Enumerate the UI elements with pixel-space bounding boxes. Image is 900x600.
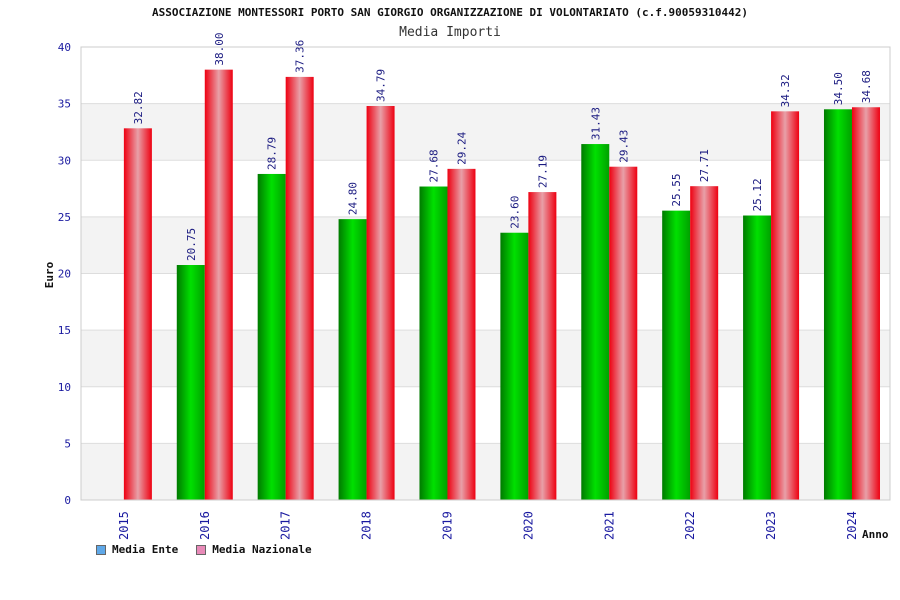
bar-ente-2016 (176, 265, 205, 500)
legend-item-media-nazionale: Media Nazionale (196, 543, 312, 556)
grid-band (81, 47, 890, 104)
bar-nazionale-2015 (123, 128, 152, 500)
chart-subtitle: Media Importi (399, 25, 501, 40)
x-tick-label: 2015 (117, 511, 131, 540)
bar-nazionale-2017 (285, 76, 314, 500)
data-label: 34.68 (860, 70, 873, 103)
bar-ente-2022 (662, 210, 691, 501)
data-label: 27.19 (536, 155, 549, 188)
bar-ente-2017 (257, 173, 286, 500)
data-label: 27.71 (698, 149, 711, 182)
x-tick-label: 2023 (764, 511, 778, 540)
x-tick-label: 2017 (279, 511, 293, 540)
bar-ente-2023 (743, 215, 772, 501)
y-tick-label: 5 (64, 437, 71, 450)
bar-nazionale-2022 (690, 186, 719, 500)
chart-title: ASSOCIAZIONE MONTESSORI PORTO SAN GIORGI… (151, 6, 749, 19)
bar-ente-2019 (419, 186, 448, 501)
data-label: 27.68 (427, 149, 440, 182)
bar-nazionale-2018 (366, 106, 395, 501)
grid-band (81, 103, 890, 161)
y-tick-label: 20 (58, 268, 71, 281)
plot-border (80, 46, 891, 501)
data-label: 31.43 (589, 107, 602, 140)
x-tick-label: 2018 (360, 511, 374, 540)
data-label: 34.79 (375, 69, 388, 102)
y-tick-label: 35 (58, 98, 71, 111)
bar-nazionale-2024 (851, 107, 880, 501)
x-tick-label: 2022 (683, 511, 697, 540)
data-label: 25.55 (670, 174, 683, 207)
y-tick-label: 40 (58, 41, 71, 54)
data-label: 20.75 (185, 228, 198, 261)
y-tick-label: 0 (64, 494, 71, 507)
data-label: 32.82 (132, 91, 145, 124)
y-tick-label: 25 (58, 211, 71, 224)
data-label: 25.12 (751, 178, 764, 211)
x-tick-label: 2019 (440, 511, 454, 540)
legend-label-media-nazionale: Media Nazionale (212, 543, 312, 556)
bar-nazionale-2021 (609, 166, 638, 500)
grid-band (81, 160, 890, 217)
data-label: 23.60 (508, 196, 521, 229)
data-label: 38.00 (213, 33, 226, 66)
y-axis-label: Euro (43, 261, 56, 288)
x-tick-label: 2024 (845, 511, 859, 540)
legend-swatch-media-nazionale (196, 544, 207, 555)
bar-nazionale-2020 (528, 192, 557, 501)
bar-nazionale-2023 (771, 111, 800, 501)
bar-nazionale-2016 (204, 69, 233, 501)
data-label: 34.32 (779, 74, 792, 107)
y-tick-label: 10 (58, 381, 71, 394)
data-label: 29.24 (455, 131, 468, 164)
y-tick-label: 30 (58, 154, 71, 167)
bar-nazionale-2019 (447, 168, 476, 500)
data-label: 24.80 (347, 182, 360, 215)
bar-ente-2020 (500, 232, 529, 501)
bar-ente-2018 (338, 219, 367, 500)
x-tick-label: 2016 (198, 511, 212, 540)
bar-ente-2024 (823, 109, 852, 500)
y-tick-label: 15 (58, 324, 71, 337)
x-axis-label: Anno (862, 528, 889, 541)
legend-swatch-media-ente (96, 544, 106, 555)
legend: Media Ente Media Nazionale (96, 543, 312, 556)
bar-ente-2021 (581, 144, 610, 501)
data-label: 34.50 (832, 72, 845, 105)
data-label: 29.43 (617, 130, 630, 163)
data-label: 37.36 (294, 40, 307, 73)
legend-item-media-ente: Media Ente (96, 543, 178, 556)
x-tick-label: 2021 (602, 511, 616, 540)
data-label: 28.79 (266, 137, 279, 170)
x-tick-label: 2020 (521, 511, 535, 540)
legend-label-media-ente: Media Ente (112, 543, 179, 556)
